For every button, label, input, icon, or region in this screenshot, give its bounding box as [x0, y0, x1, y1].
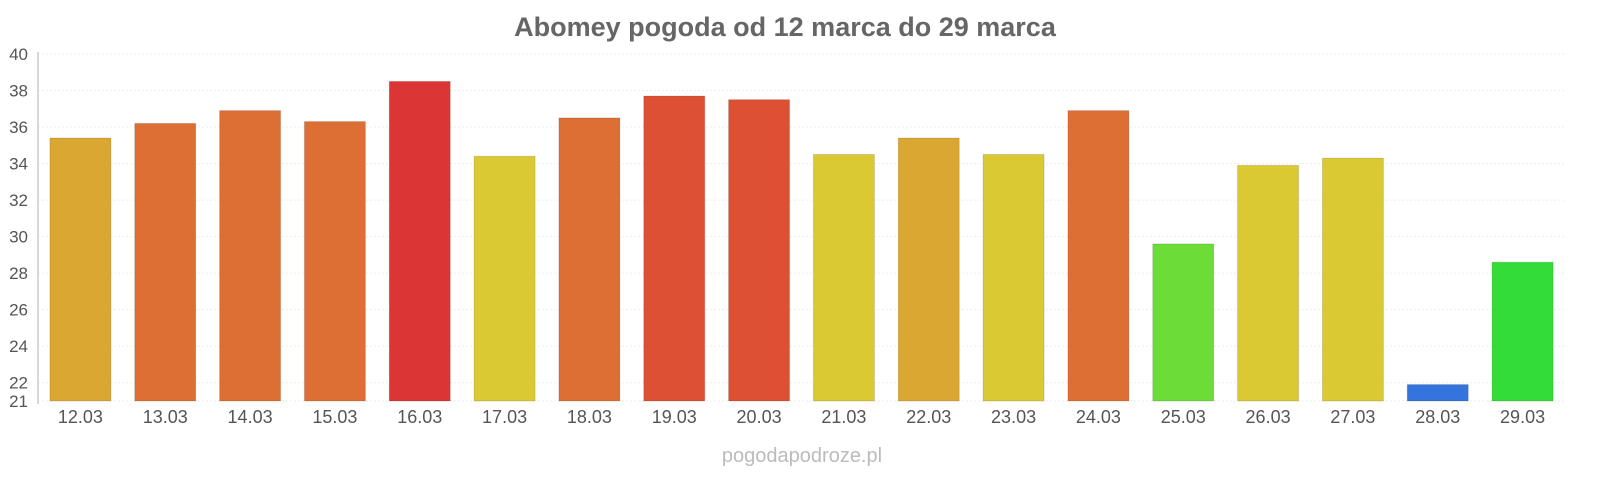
bar-18.03[interactable] [558, 117, 621, 402]
x-tick-label: 26.03 [1246, 407, 1291, 427]
bar-16.03[interactable] [388, 80, 451, 402]
y-tick-label: 24 [9, 337, 28, 356]
bar-19.03[interactable] [643, 95, 706, 402]
bar-12.03[interactable] [49, 137, 112, 402]
y-tick-label: 28 [9, 264, 28, 283]
x-tick-label: 19.03 [652, 407, 697, 427]
y-tick-label: 30 [9, 228, 28, 247]
x-tick-label: 21.03 [821, 407, 866, 427]
y-tick-label: 36 [9, 118, 28, 137]
y-tick-label: 26 [9, 301, 28, 320]
bar-27.03[interactable] [1321, 157, 1384, 402]
x-tick-label: 23.03 [991, 407, 1036, 427]
bar-14.03[interactable] [219, 110, 282, 402]
x-tick-label: 14.03 [228, 407, 273, 427]
bar-15.03[interactable] [303, 121, 366, 402]
x-tick-label: 16.03 [397, 407, 442, 427]
bar-29.03[interactable] [1491, 261, 1554, 402]
x-tick-label: 22.03 [906, 407, 951, 427]
bar-23.03[interactable] [982, 153, 1045, 402]
bar-24.03[interactable] [1067, 110, 1130, 402]
x-tick-label: 20.03 [737, 407, 782, 427]
bar-21.03[interactable] [812, 153, 875, 402]
x-tick-label: 17.03 [482, 407, 527, 427]
y-tick-label: 40 [9, 45, 28, 64]
bar-26.03[interactable] [1237, 164, 1300, 402]
x-tick-label: 29.03 [1500, 407, 1545, 427]
bar-20.03[interactable] [728, 99, 791, 402]
watermark: pogodapodroze.pl [722, 445, 882, 467]
x-tick-label: 15.03 [312, 407, 357, 427]
x-tick-label: 24.03 [1076, 407, 1121, 427]
x-tick-label: 25.03 [1161, 407, 1206, 427]
bar-13.03[interactable] [134, 122, 197, 402]
bar-17.03[interactable] [473, 155, 536, 402]
x-tick-label: 27.03 [1330, 407, 1375, 427]
y-tick-label: 32 [9, 191, 28, 210]
x-tick-label: 12.03 [58, 407, 103, 427]
bar-22.03[interactable] [897, 137, 960, 402]
chart-title: Abomey pogoda od 12 marca do 29 marca [514, 12, 1057, 42]
y-tick-label: 21 [9, 392, 28, 411]
y-tick-label: 38 [9, 82, 28, 101]
x-tick-label: 18.03 [567, 407, 612, 427]
y-tick-label: 34 [9, 155, 28, 174]
x-tick-label: 13.03 [143, 407, 188, 427]
bar-28.03[interactable] [1406, 384, 1469, 402]
x-tick-label: 28.03 [1415, 407, 1460, 427]
bar-25.03[interactable] [1152, 243, 1215, 402]
y-tick-label: 22 [9, 374, 28, 393]
